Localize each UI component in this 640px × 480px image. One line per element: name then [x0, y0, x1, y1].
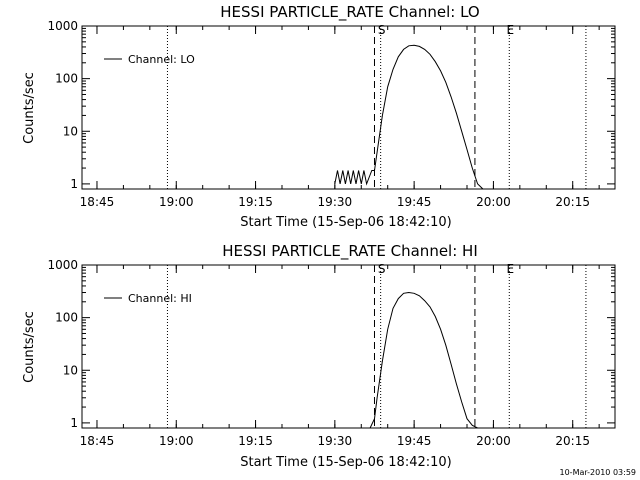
x-tick-label: 19:15	[238, 195, 273, 209]
chart-panel-hi: HESSI PARTICLE_RATE Channel: HI Counts/s…	[22, 242, 616, 470]
legend: Channel: LO	[104, 53, 195, 66]
x-tick-label: 20:00	[476, 195, 511, 209]
plot-area: 18:45 19:00 19:15 19:30 19:45 20:00 20:15 1 10 10…	[47, 19, 616, 209]
y-tick-label: 1000	[47, 19, 78, 33]
legend: Channel: HI	[104, 292, 192, 305]
x-tick-label: 19:45	[397, 434, 432, 448]
x-tick-label: 19:30	[318, 434, 353, 448]
x-tick-label: 18:45	[80, 434, 115, 448]
x-tick-label: 18:45	[80, 195, 115, 209]
marker-label: E	[506, 23, 514, 37]
y-tick-label: 1	[70, 416, 78, 430]
x-tick-label: 19:00	[159, 195, 194, 209]
y-tick-label: 1	[70, 177, 78, 191]
plot-frame	[81, 264, 616, 429]
marker-label: S	[378, 23, 386, 37]
x-axis-label: Start Time (15-Sep-06 18:42:10)	[240, 455, 451, 470]
x-tick-label: 20:15	[555, 434, 590, 448]
y-tick-label: 100	[55, 311, 78, 325]
plot-area: 18:45 19:00 19:15 19:30 19:45 20:00 20:15 1 10 10…	[47, 258, 616, 448]
x-tick-label: 19:30	[318, 195, 353, 209]
x-tick-label: 19:00	[159, 434, 194, 448]
plot-frame	[81, 25, 616, 190]
y-axis-label: Counts/sec	[22, 311, 37, 383]
y-axis-label: Counts/sec	[22, 72, 37, 144]
chart-panel-lo: HESSI PARTICLE_RATE Channel: LO Counts/s…	[22, 3, 616, 230]
x-tick-label: 20:00	[476, 434, 511, 448]
x-axis-label: Start Time (15-Sep-06 18:42:10)	[240, 215, 451, 230]
y-tick-label: 10	[63, 124, 78, 138]
legend-label: Channel: LO	[128, 53, 195, 66]
y-tick-label: 1000	[47, 258, 78, 272]
marker-label: S	[378, 262, 386, 276]
marker-label: E	[506, 262, 514, 276]
chart-title: HESSI PARTICLE_RATE Channel: LO	[220, 3, 479, 22]
y-tick-label: 10	[63, 363, 78, 377]
x-tick-label: 20:15	[555, 195, 590, 209]
series-line	[334, 44, 484, 190]
legend-label: Channel: HI	[128, 292, 192, 305]
chart-title: HESSI PARTICLE_RATE Channel: HI	[222, 242, 478, 261]
y-tick-label: 100	[55, 72, 78, 86]
x-tick-label: 19:15	[238, 434, 273, 448]
footer-timestamp: 10-Mar-2010 03:59	[560, 468, 637, 477]
x-tick-label: 19:45	[397, 195, 432, 209]
series-line	[369, 291, 478, 429]
